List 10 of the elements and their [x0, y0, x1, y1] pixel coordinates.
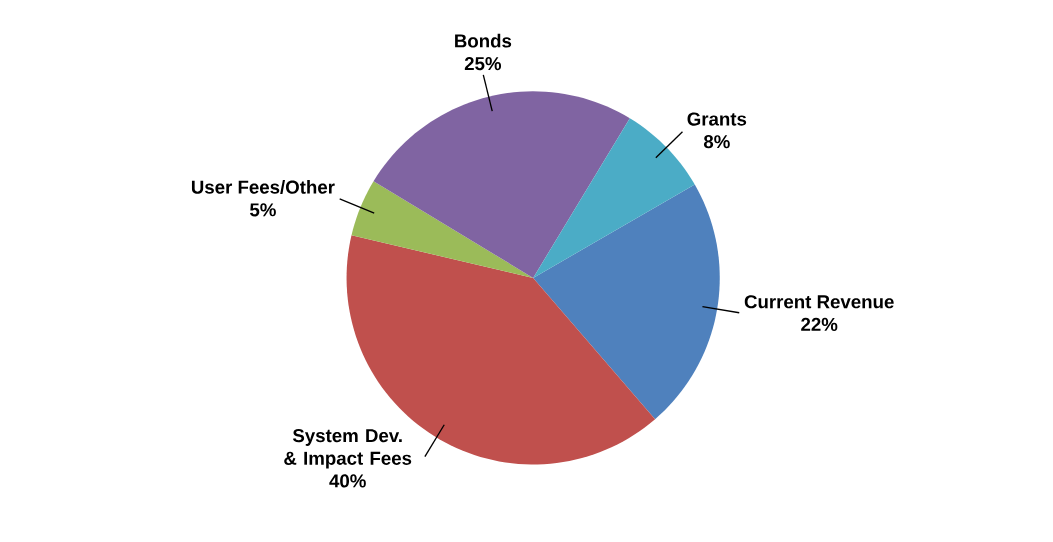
slice-label: System Dev. & Impact Fees — [284, 429, 412, 469]
data-label: 40% — [329, 474, 366, 488]
data-label: 22% — [801, 317, 838, 332]
slice-label: Current Revenue — [744, 295, 894, 309]
slice-label: Bonds — [455, 33, 512, 48]
slice-label: Grants — [687, 112, 747, 126]
slice-label: User Fees/Other — [191, 180, 335, 195]
data-label: 25% — [464, 57, 502, 71]
data-label: 5% — [250, 203, 276, 217]
data-label: 8% — [703, 135, 730, 149]
